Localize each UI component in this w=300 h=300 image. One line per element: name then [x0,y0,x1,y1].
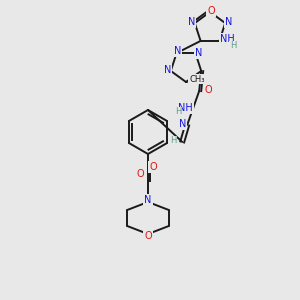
Text: H: H [170,136,176,146]
Text: N: N [195,48,202,58]
Text: O: O [136,169,144,179]
Text: O: O [204,85,212,95]
Text: N: N [174,46,181,56]
Text: NH: NH [178,103,193,113]
Text: O: O [149,162,157,172]
Text: O: O [144,231,152,241]
Text: CH₃: CH₃ [189,74,205,83]
Text: H: H [175,107,181,116]
Text: N: N [164,65,172,75]
Text: N: N [188,17,196,27]
Text: N: N [224,17,232,27]
Text: N: N [178,119,186,129]
Text: N: N [144,195,152,205]
Text: O: O [207,6,215,16]
Text: H: H [230,41,237,50]
Text: NH: NH [220,34,235,44]
